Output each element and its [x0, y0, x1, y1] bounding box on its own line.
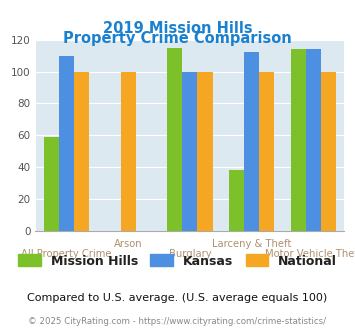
Bar [229, 170, 244, 231]
Bar [167, 48, 182, 231]
Bar [259, 72, 274, 231]
Bar [197, 72, 213, 231]
Text: 2019 Mission Hills: 2019 Mission Hills [103, 21, 252, 36]
Bar [244, 52, 259, 231]
Bar [306, 49, 321, 231]
Bar [182, 72, 197, 231]
Text: All Property Crime: All Property Crime [21, 249, 111, 259]
Bar [59, 55, 74, 231]
Bar [44, 137, 59, 231]
Text: Property Crime Comparison: Property Crime Comparison [63, 31, 292, 46]
Bar [121, 72, 136, 231]
Text: Burglary: Burglary [169, 249, 211, 259]
Text: Compared to U.S. average. (U.S. average equals 100): Compared to U.S. average. (U.S. average … [27, 293, 328, 303]
Legend: Mission Hills, Kansas, National: Mission Hills, Kansas, National [13, 249, 342, 273]
Text: Arson: Arson [114, 239, 142, 249]
Bar [291, 49, 306, 231]
Text: © 2025 CityRating.com - https://www.cityrating.com/crime-statistics/: © 2025 CityRating.com - https://www.city… [28, 317, 327, 326]
Bar [74, 72, 89, 231]
Bar [321, 72, 336, 231]
Text: Larceny & Theft: Larceny & Theft [212, 239, 291, 249]
Text: Motor Vehicle Theft: Motor Vehicle Theft [265, 249, 355, 259]
